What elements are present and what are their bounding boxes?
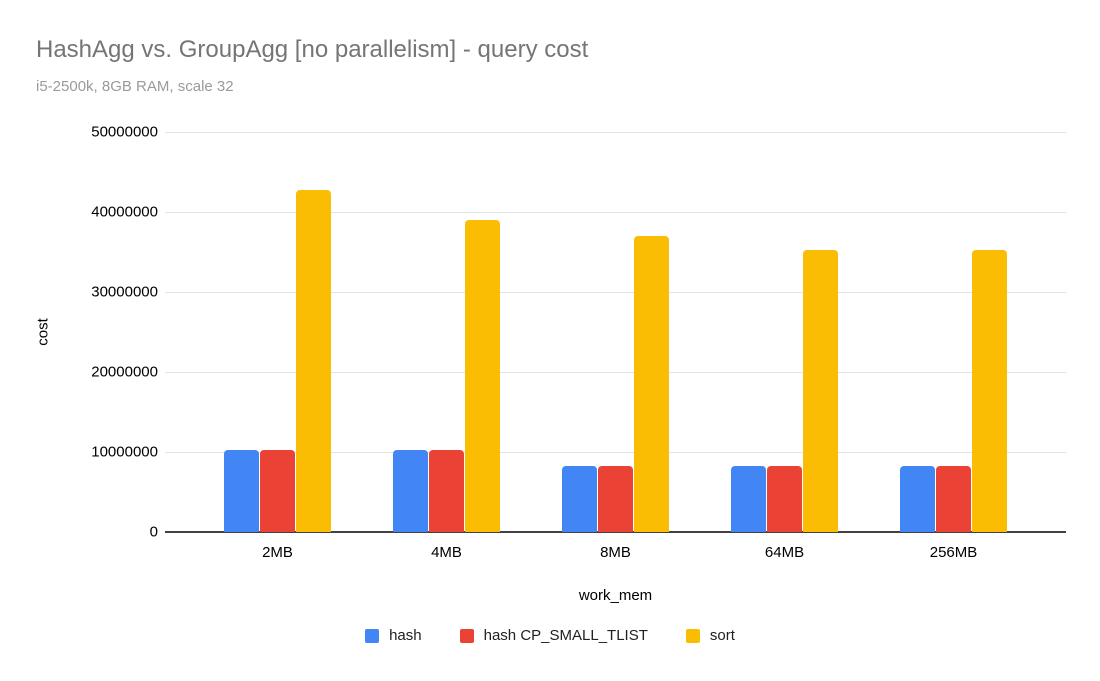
- gridline-40000000: [165, 212, 1066, 213]
- legend-swatch-hash: [365, 628, 380, 643]
- legend-swatch-sort: [685, 628, 700, 643]
- y-tick-label-40000000: 40000000: [91, 203, 158, 221]
- gridline-30000000: [165, 292, 1066, 293]
- chart-title: HashAgg vs. GroupAgg [no parallelism] - …: [36, 36, 589, 63]
- bar-sort-8mb[interactable]: [634, 236, 669, 532]
- gridlines: [165, 132, 1066, 532]
- x-tick-label-4mb: 4MB: [431, 543, 462, 561]
- x-tick-label-8mb: 8MB: [600, 543, 631, 561]
- x-axis-labels: 2MB 4MB 8MB 64MB 256MB: [165, 542, 1066, 562]
- bar-slot-8mb: [531, 132, 700, 532]
- bar-slot-64mb: [700, 132, 869, 532]
- bar-hash-64mb[interactable]: [731, 465, 766, 532]
- x-tick-label-2mb: 2MB: [262, 543, 293, 561]
- legend-label-hash: hash: [389, 627, 422, 644]
- bar-sort-2mb[interactable]: [296, 190, 331, 532]
- bar-hash-cp-small-tlist-256mb[interactable]: [936, 465, 971, 532]
- x-tick-label-64mb: 64MB: [764, 543, 805, 561]
- bar-sort-4mb[interactable]: [465, 220, 500, 532]
- bar-slot-4mb: [362, 132, 531, 532]
- x-axis-title: work_mem: [578, 587, 653, 604]
- y-tick-label-30000000: 30000000: [91, 283, 158, 301]
- bar-hash-4mb[interactable]: [393, 450, 428, 532]
- bar-group-64mb: [731, 132, 838, 532]
- y-axis-labels: 0 10000000 20000000 30000000 40000000 5000000…: [0, 124, 158, 541]
- bar-group-2mb: [224, 132, 331, 532]
- legend-label-sort: sort: [709, 627, 735, 644]
- bar-hash-2mb[interactable]: [224, 450, 259, 532]
- bar-hash-8mb[interactable]: [562, 465, 597, 532]
- bars-layer: [165, 132, 1066, 532]
- bar-hash-cp-small-tlist-8mb[interactable]: [598, 465, 633, 532]
- bar-slot-2mb: [193, 132, 362, 532]
- bar-hash-cp-small-tlist-64mb[interactable]: [767, 465, 802, 532]
- bar-hash-cp-small-tlist-2mb[interactable]: [260, 450, 295, 532]
- legend-item-hash[interactable]: hash: [365, 627, 422, 644]
- bar-slot-256mb: [869, 132, 1038, 532]
- bar-hash-cp-small-tlist-4mb[interactable]: [429, 450, 464, 532]
- y-tick-label-0: 0: [149, 523, 158, 541]
- plot-area: [165, 132, 1066, 533]
- y-tick-label-50000000: 50000000: [91, 123, 158, 141]
- x-tick-label-256mb: 256MB: [929, 543, 978, 561]
- gridline-10000000: [165, 452, 1066, 453]
- gridline-50000000: [165, 132, 1066, 133]
- bar-group-4mb: [393, 132, 500, 532]
- bar-sort-64mb[interactable]: [803, 250, 838, 532]
- legend: hash hash CP_SMALL_TLIST sort: [0, 627, 1100, 644]
- legend-item-sort[interactable]: sort: [685, 627, 735, 644]
- y-tick-label-20000000: 20000000: [91, 363, 158, 381]
- gridline-20000000: [165, 372, 1066, 373]
- bar-group-8mb: [562, 132, 669, 532]
- y-tick-label-10000000: 10000000: [91, 443, 158, 461]
- legend-item-hash-cp-small-tlist[interactable]: hash CP_SMALL_TLIST: [459, 627, 648, 644]
- bar-sort-256mb[interactable]: [972, 250, 1007, 532]
- chart-subtitle: i5-2500k, 8GB RAM, scale 32: [36, 78, 234, 95]
- x-axis-baseline: [165, 531, 1066, 533]
- bar-hash-256mb[interactable]: [900, 465, 935, 532]
- bar-group-256mb: [900, 132, 1007, 532]
- legend-label-hash-cp-small-tlist: hash CP_SMALL_TLIST: [483, 627, 648, 644]
- legend-swatch-hash-cp-small-tlist: [459, 628, 474, 643]
